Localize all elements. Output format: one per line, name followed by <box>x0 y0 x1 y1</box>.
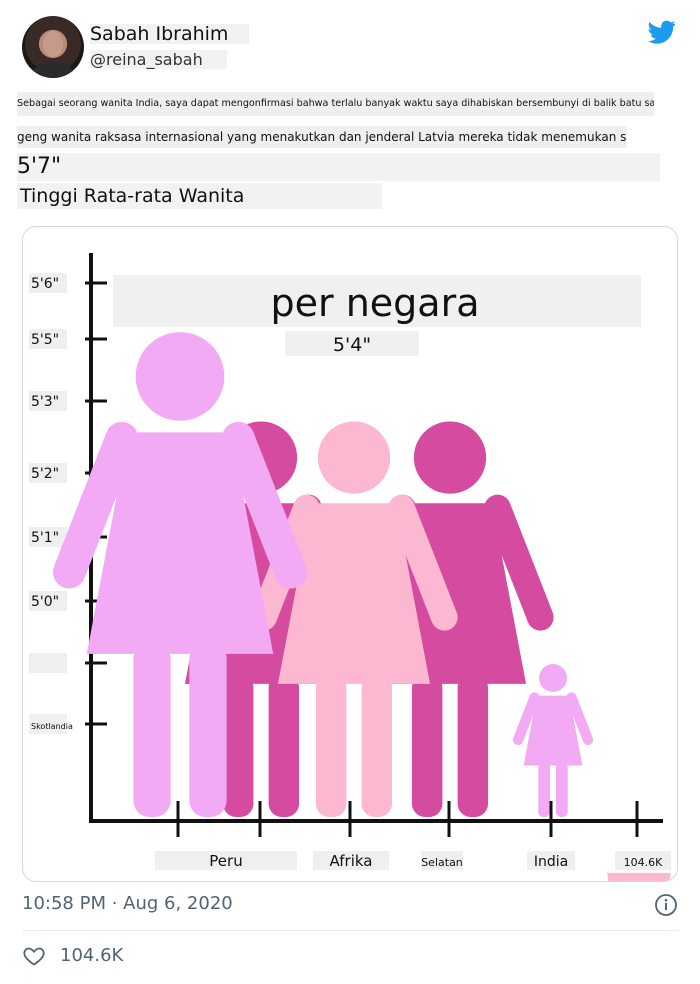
y-tick-label: Skotlandia <box>31 722 73 731</box>
woman-leg-left <box>315 674 347 817</box>
category-label: Selatan <box>421 856 463 869</box>
category-label-bg <box>615 851 671 870</box>
chart-title: per negara <box>271 281 480 325</box>
category-label-bg <box>527 851 575 870</box>
display-name[interactable]: Sabah Ibrahim <box>90 24 249 44</box>
woman-figure <box>512 664 594 817</box>
tweet-text-line-2: geng wanita raksasa internasional yang m… <box>17 126 627 148</box>
woman-leg-right <box>555 761 568 817</box>
category-label: Peru <box>209 852 242 870</box>
y-tick-label-bg <box>29 527 67 547</box>
woman-arm-right <box>566 692 594 745</box>
heart-icon[interactable] <box>22 944 46 968</box>
woman-dress <box>277 503 431 684</box>
category-label: Afrika <box>330 852 373 870</box>
avatar[interactable] <box>22 16 84 78</box>
y-tick-label: 5'6" <box>31 276 59 292</box>
average-height-value: 5'7" <box>17 153 660 181</box>
woman-figure <box>52 332 308 817</box>
y-tick-label-bg <box>29 591 67 611</box>
chart-title-bg <box>113 275 641 327</box>
woman-arm-right <box>221 421 308 589</box>
category-label-bg <box>421 851 463 870</box>
twitter-bird-icon[interactable] <box>646 18 678 46</box>
category-label: 104.6K <box>624 856 663 869</box>
timestamp[interactable]: 10:58 PM · Aug 6, 2020 <box>22 893 233 914</box>
like-count[interactable]: 104.6K <box>60 945 124 966</box>
info-icon[interactable] <box>654 893 678 917</box>
woman-arm-left <box>512 692 540 745</box>
highlight-value-bg <box>285 331 419 356</box>
y-tick-label: 5'2" <box>31 466 59 482</box>
tweet-text-line-1: Sebagai seorang wanita India, saya dapat… <box>17 92 654 116</box>
y-tick-label-bg <box>29 391 67 411</box>
avatar-face <box>43 31 63 57</box>
chart-heading: Tinggi Rata-rata Wanita <box>17 183 382 209</box>
category-label-bg <box>313 851 389 870</box>
woman-dress <box>523 695 583 766</box>
height-chart: 5'6" 5'5" 5'3" 5'2" 5'1" 5'0" Skotlandia Peru Af… <box>29 253 671 881</box>
user-handle[interactable]: @reina_sabah <box>90 50 227 69</box>
woman-dress <box>607 872 671 881</box>
woman-leg-left <box>538 761 551 817</box>
woman-arm-right <box>388 494 458 631</box>
y-tick-label-bg <box>29 329 67 349</box>
woman-leg-left <box>133 642 171 817</box>
woman-leg-left <box>411 674 443 817</box>
y-tick-label-bg <box>29 273 67 293</box>
woman-head <box>317 421 391 494</box>
woman-figure <box>250 421 458 817</box>
y-tick-label: 5'3" <box>31 394 59 410</box>
highlight-value: 5'4" <box>333 334 371 356</box>
woman-head <box>135 332 225 421</box>
y-tick-label: 5'0" <box>31 594 59 610</box>
woman-leg-right <box>361 674 393 817</box>
category-label-bg <box>155 851 297 870</box>
woman-arm-right <box>484 494 554 631</box>
category-label: India <box>534 854 568 870</box>
woman-arm-left <box>52 421 139 589</box>
y-tick-label-bg <box>29 463 67 483</box>
media-card[interactable]: 5'6" 5'5" 5'3" 5'2" 5'1" 5'0" Skotlandia Peru Af… <box>22 226 678 882</box>
y-tick-label-bg <box>29 714 67 734</box>
divider <box>22 930 678 931</box>
woman-leg-right <box>189 642 227 817</box>
woman-leg-right <box>457 674 489 817</box>
avatar-shoulders <box>32 62 74 78</box>
y-tick-label: 5'1" <box>31 530 59 546</box>
woman-leg-left <box>222 674 254 817</box>
woman-head <box>539 664 567 692</box>
woman-figure <box>607 872 671 881</box>
woman-dress <box>86 432 274 654</box>
y-tick-label-bg <box>29 653 67 673</box>
woman-leg-right <box>268 674 300 817</box>
woman-head <box>413 421 487 494</box>
y-tick-label: 5'5" <box>31 332 59 348</box>
